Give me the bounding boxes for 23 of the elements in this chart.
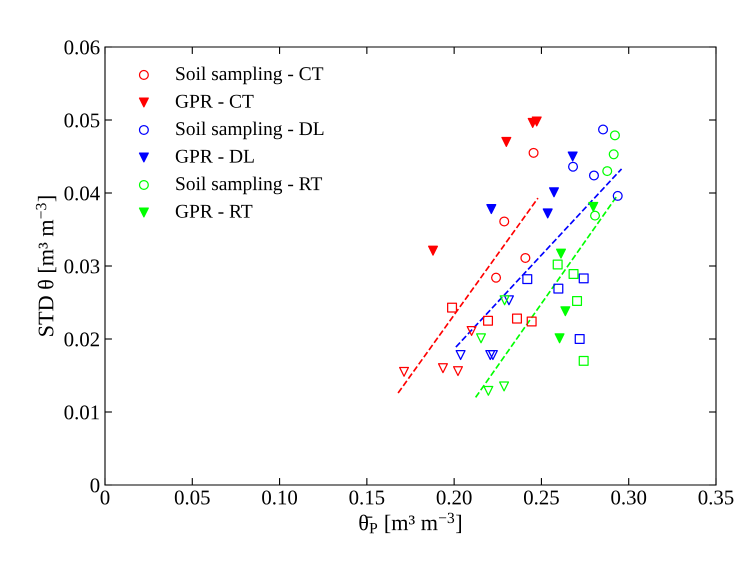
- x-tick-label: 0: [100, 490, 110, 505]
- x-tick-label: 0.30: [611, 490, 646, 505]
- y-axis-title: STD θ [m³ m$^{−3}$]: [36, 196, 56, 336]
- legend-label: Soil sampling - RT: [176, 176, 322, 194]
- y-tick-label: 0.02: [64, 332, 99, 347]
- x-tick-label: 0.20: [436, 490, 472, 505]
- x-tick-label: 0.35: [698, 490, 734, 505]
- legend-label: GPR - RT: [176, 204, 252, 218]
- y-tick-label: 0.05: [64, 113, 100, 128]
- y-tick-label: 0: [90, 478, 100, 492]
- legend-label: Soil sampling - CT: [176, 66, 324, 84]
- legend-label: GPR - CT: [176, 94, 254, 108]
- legend-label: Soil sampling - DL: [176, 122, 324, 140]
- x-tick-label: 0.15: [349, 490, 384, 505]
- y-tick-label: 0.04: [64, 186, 100, 201]
- y-tick-label: 0.06: [64, 40, 100, 55]
- y-tick-label: 0.03: [64, 259, 100, 274]
- x-tick-label: 0.25: [524, 490, 559, 505]
- x-tick-label: 0.05: [174, 490, 210, 505]
- x-axis-title: θ̄$_{P}$ [m³ m$^{−3}$]: [359, 512, 461, 534]
- legend-label: GPR - DL: [176, 150, 254, 163]
- x-tick-label: 0.10: [262, 490, 298, 505]
- y-tick-label: 0.01: [64, 405, 99, 420]
